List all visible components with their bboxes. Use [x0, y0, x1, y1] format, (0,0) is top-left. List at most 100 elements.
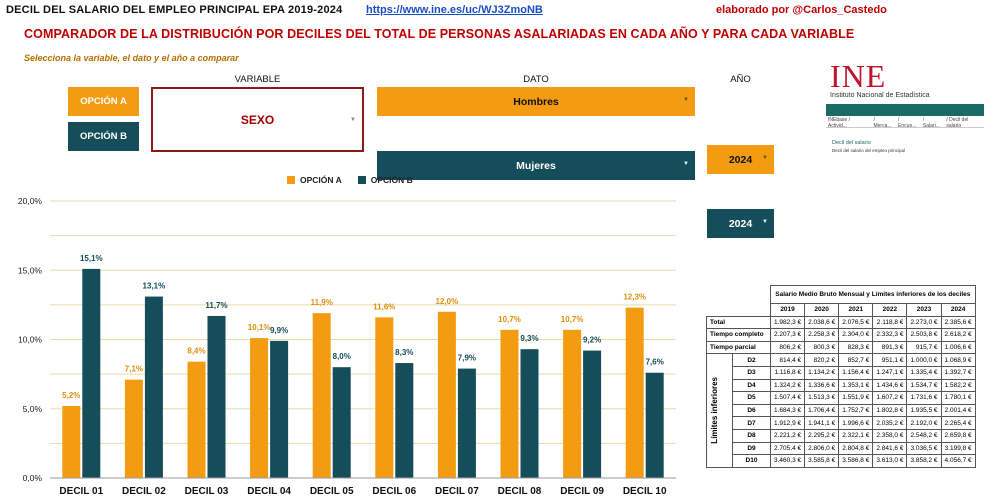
table-cell: 2.118,8 €: [872, 315, 908, 330]
dato-b-value: Mujeres: [516, 159, 556, 172]
ine-nav-item[interactable]: / Encue...: [898, 116, 917, 129]
table-cell: 1.912,9 €: [769, 416, 806, 430]
table-cell: 814,4 €: [769, 353, 806, 367]
bar-option-b: [457, 368, 476, 478]
y-tick-label: 0,0%: [23, 473, 43, 483]
table-row: D9 2.705,4 €2.806,0 €2.804,8 €2.841,6 €3.…: [707, 441, 976, 456]
table-cell: 2.076,5 €: [838, 315, 874, 330]
chevron-down-icon[interactable]: ▼: [350, 117, 356, 123]
chevron-down-icon[interactable]: ▼: [683, 97, 689, 103]
table-row: Tiempo parcial 806,2 €800,3 €828,3 €891,3…: [706, 340, 976, 355]
table-cell: 1.006,6 €: [940, 340, 976, 355]
ine-nav-item[interactable]: / Salari...: [922, 116, 940, 129]
ine-nav-item[interactable]: INEbase / Activid...: [828, 116, 850, 129]
chevron-down-icon[interactable]: ▼: [683, 161, 689, 167]
table-cell: 1.706,4 €: [804, 403, 840, 418]
anio-a-value: 2024: [728, 153, 753, 166]
table-cell: 1.582,2 €: [940, 378, 976, 393]
decile-label: D9: [732, 441, 771, 456]
dato-column-label: DATO: [523, 74, 549, 85]
legend-label: OPCIÓN A: [300, 175, 342, 185]
bar-option-b: [645, 372, 664, 478]
chevron-down-icon[interactable]: ▼: [762, 219, 768, 225]
x-tick-label: DECIL 03: [185, 486, 229, 497]
year-header: 2020: [804, 303, 840, 317]
bar-option-a: [312, 313, 331, 478]
table-cell: 1.513,3 €: [804, 391, 840, 405]
table-row: Tiempo completo 2.207,3 €2.258,3 €2.304,0…: [706, 328, 976, 342]
bar-option-a: [625, 307, 644, 478]
table-row: D5 1.507,4 €1.513,3 €1.551,9 €1.607,2 €1.…: [707, 391, 976, 405]
ine-nav-item[interactable]: / Merca...: [873, 116, 892, 129]
data-label: 8,0%: [333, 352, 351, 361]
x-tick-label: DECIL 04: [247, 486, 291, 497]
table-cell: 1.551,9 €: [838, 391, 874, 405]
table-cell: 852,7 €: [838, 353, 874, 367]
table-cell: 1.684,3 €: [769, 403, 806, 418]
data-label: 11,7%: [205, 301, 227, 310]
anio-b-select[interactable]: 2024 ▼: [707, 209, 774, 238]
table-cell: 2.548,2 €: [906, 428, 942, 443]
decile-label: D8: [732, 428, 771, 443]
year-header: 2023: [906, 303, 942, 317]
table-cell: 1.941,1 €: [804, 416, 840, 430]
instructions-text: Selecciona la variable, el dato y el año…: [24, 53, 239, 63]
data-label: 10,7%: [561, 315, 584, 324]
variable-select[interactable]: SEXO ▼: [151, 87, 364, 152]
table-cell: 2.659,8 €: [940, 428, 976, 443]
data-label: 8,4%: [187, 347, 205, 356]
ine-nav-item[interactable]: / Decil del salario: [946, 116, 969, 129]
x-tick-label: DECIL 09: [560, 486, 604, 497]
bar-option-b: [583, 350, 602, 478]
year-header: 2022: [872, 303, 908, 317]
bar-option-b: [332, 367, 351, 478]
table-row: D7 1.912,9 €1.941,1 €1.996,6 €2.035,2 €2.…: [707, 416, 976, 430]
y-tick-label: 5,0%: [23, 404, 43, 414]
variable-select-value: SEXO: [240, 112, 275, 127]
table-row: D3 1.116,8 €1.134,2 €1.156,4 €1.247,1 €1.…: [707, 365, 976, 380]
table-cell: 1.434,6 €: [872, 378, 908, 393]
ine-logo-panel: INE Instituto Nacional de Estadística IN…: [826, 58, 986, 163]
table-cell: 1.607,2 €: [872, 391, 908, 405]
table-cell: 3.460,3 €: [769, 454, 806, 468]
table-cell: 2.001,4 €: [940, 403, 976, 418]
table-cell: 2.806,0 €: [804, 441, 840, 456]
row-label: Tiempo parcial: [706, 340, 771, 355]
legend-item-option-a: OPCIÓN A: [287, 175, 342, 185]
table-cell: 820,2 €: [804, 353, 840, 367]
data-label: 9,2%: [583, 336, 601, 345]
bar-option-a: [437, 311, 456, 478]
anio-a-select[interactable]: 2024 ▼: [707, 145, 774, 174]
x-tick-label: DECIL 08: [498, 486, 542, 497]
y-tick-label: 15,0%: [18, 265, 43, 275]
table-cell: 828,3 €: [838, 340, 874, 355]
table-cell: 1.247,1 €: [872, 365, 908, 380]
x-tick-label: DECIL 07: [435, 486, 479, 497]
source-link[interactable]: https://www.ine.es/uc/WJ3ZmoNB: [366, 4, 543, 16]
anio-column-label: AÑO: [730, 74, 751, 85]
table-cell: 2.804,8 €: [838, 441, 874, 456]
data-label: 10,1%: [248, 323, 271, 332]
table-row: Total 1.982,3 €2.038,6 €2.076,5 €2.118,8 …: [706, 315, 976, 330]
bar-option-b: [270, 340, 289, 478]
decile-bar-chart: 0,0% 5,0% 10,0% 15,0% 20,0% 5,2% 15,1% DECIL 01…: [18, 196, 676, 497]
table-cell: 2.358,0 €: [872, 428, 908, 443]
variable-column-label: VARIABLE: [234, 74, 281, 85]
table-cell: 1.935,5 €: [906, 403, 942, 418]
dato-a-select[interactable]: Hombres ▼: [377, 87, 695, 116]
ine-name: Instituto Nacional de Estadística: [830, 92, 930, 99]
table-cell: 1.336,6 €: [804, 378, 840, 393]
chevron-down-icon[interactable]: ▼: [762, 155, 768, 161]
table-cell: 2.207,3 €: [769, 328, 806, 342]
legend-label: OPCIÓN B: [370, 175, 413, 185]
dato-b-select[interactable]: Mujeres ▼: [377, 151, 695, 180]
bar-option-b: [520, 349, 539, 478]
chart-legend: OPCIÓN A OPCIÓN B: [287, 175, 429, 185]
table-cell: 1.116,8 €: [769, 365, 806, 380]
table-title-row: Salario Medio Bruto Mensual y Límites in…: [707, 285, 976, 304]
data-label: 11,9%: [311, 298, 333, 307]
table-cell: 2.258,3 €: [804, 328, 840, 342]
table-cell: 1.780,1 €: [940, 391, 976, 405]
table-cell: 3.585,8 €: [804, 454, 840, 468]
table-cell: 1.000,0 €: [906, 353, 942, 367]
